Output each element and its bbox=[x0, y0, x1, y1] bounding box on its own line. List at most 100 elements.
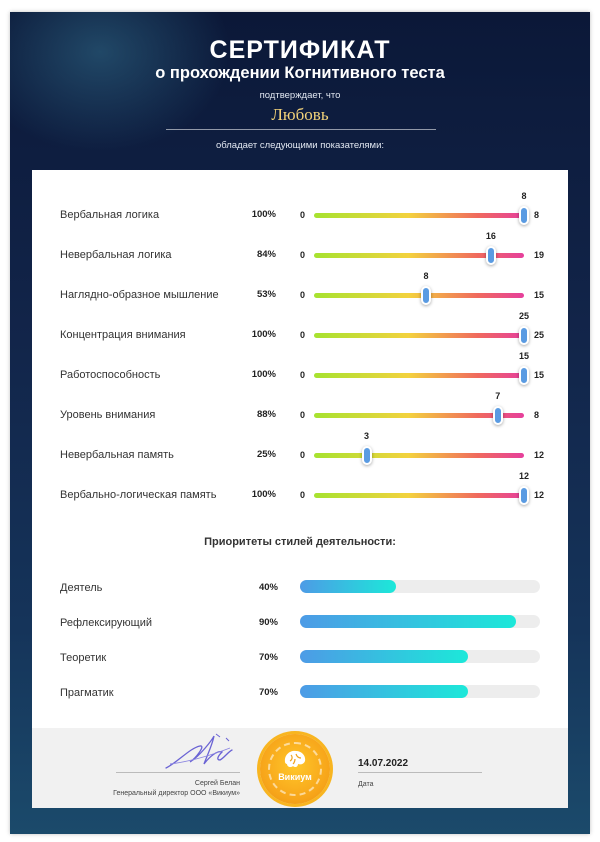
medal-ring bbox=[268, 742, 322, 796]
results-card: Вербальная логика 100% 0 8 8 Невербальная лог… bbox=[32, 170, 568, 808]
priority-bar-track bbox=[300, 615, 540, 628]
certificate-title: СЕРТИФИКАТ bbox=[209, 36, 391, 64]
metric-row: Концентрация внимания 100% 0 25 25 bbox=[32, 311, 568, 368]
metric-percent: 53% bbox=[256, 289, 276, 300]
metric-min: 0 bbox=[300, 370, 306, 380]
metric-percent: 100% bbox=[251, 489, 276, 500]
brain-logo-icon bbox=[284, 750, 306, 768]
metric-slider-track: 3 bbox=[314, 431, 524, 465]
metric-min: 0 bbox=[300, 210, 306, 220]
metric-row: Уровень внимания 88% 0 8 7 bbox=[32, 391, 568, 448]
certificate-page: СЕРТИФИКАТ о прохождении Когнитивного те… bbox=[10, 12, 590, 834]
metric-slider-knob bbox=[519, 366, 529, 385]
metric-row: Наглядно-образное мышление 53% 0 15 8 bbox=[32, 271, 568, 328]
priority-bar-fill bbox=[300, 580, 396, 593]
metric-max: 15 bbox=[534, 370, 545, 380]
metric-min: 0 bbox=[300, 490, 306, 500]
priority-bar-fill bbox=[300, 650, 468, 663]
metric-row: Невербальная логика 84% 0 19 16 bbox=[32, 231, 568, 288]
priority-bar-fill bbox=[300, 615, 516, 628]
possesses-text: обладает следующими показателями: bbox=[215, 140, 385, 151]
metric-value: 25 bbox=[518, 311, 529, 321]
metric-max: 8 bbox=[534, 410, 540, 420]
metric-percent: 84% bbox=[256, 249, 276, 260]
metric-slider-knob bbox=[492, 406, 503, 425]
signature-icon bbox=[165, 733, 233, 769]
priorities-title: Приоритеты стилей деятельности: bbox=[204, 536, 396, 548]
date-label: Дата bbox=[358, 781, 374, 788]
date-line bbox=[358, 772, 482, 773]
metric-label: Невербальная логика bbox=[60, 249, 172, 261]
metric-slider-knob bbox=[421, 286, 431, 305]
priority-label: Прагматик bbox=[60, 687, 114, 699]
metric-label: Невербальная память bbox=[60, 449, 174, 461]
priority-label: Теоретик bbox=[60, 652, 107, 664]
metric-label: Вербально-логическая память bbox=[60, 489, 217, 501]
metric-max: 8 bbox=[534, 210, 540, 220]
signer-role: Генеральный директор ООО «Викиум» bbox=[113, 790, 240, 797]
medal-text: Викиум bbox=[278, 772, 312, 782]
metric-slider-knob bbox=[519, 326, 529, 345]
metric-slider-track: 8 bbox=[314, 271, 524, 305]
metric-min: 0 bbox=[300, 450, 306, 460]
priority-label: Деятель bbox=[60, 582, 103, 594]
metric-max: 12 bbox=[534, 450, 545, 460]
certificate-subtitle: о прохождении Когнитивного теста bbox=[155, 64, 445, 82]
metric-row: Вербальная логика 100% 0 8 8 bbox=[32, 191, 568, 248]
certificate-date: 14.07.2022 bbox=[358, 758, 409, 769]
metric-value: 7 bbox=[495, 391, 501, 401]
metric-max: 25 bbox=[534, 330, 545, 340]
certificate-header: СЕРТИФИКАТ о прохождении Когнитивного те… bbox=[10, 12, 590, 172]
name-underline bbox=[166, 129, 436, 130]
metric-percent: 100% bbox=[251, 209, 276, 220]
priority-bar-track bbox=[300, 685, 540, 698]
metric-percent: 100% bbox=[251, 329, 276, 340]
metric-max: 12 bbox=[534, 490, 545, 500]
metric-value: 3 bbox=[363, 431, 369, 441]
metric-min: 0 bbox=[300, 290, 306, 300]
priority-bar-fill bbox=[300, 685, 468, 698]
priority-row: Прагматик 70% bbox=[32, 685, 568, 705]
priority-row: Деятель 40% bbox=[32, 580, 568, 600]
recipient-name: Любовь bbox=[271, 105, 329, 124]
priority-percent: 40% bbox=[258, 582, 278, 593]
priority-percent: 70% bbox=[258, 652, 278, 663]
metric-max: 19 bbox=[534, 250, 545, 260]
confirms-text: подтверждает, что bbox=[259, 90, 341, 101]
metric-slider-track: 16 bbox=[314, 231, 524, 265]
metric-value: 8 bbox=[423, 271, 429, 281]
metric-slider-track: 7 bbox=[314, 391, 524, 425]
metric-min: 0 bbox=[300, 330, 306, 340]
priority-row: Теоретик 70% bbox=[32, 650, 568, 670]
metric-value: 8 bbox=[521, 191, 527, 201]
metric-slider-track: 8 bbox=[314, 191, 529, 225]
metric-row: Вербально-логическая память 100% 0 12 12 bbox=[32, 471, 568, 528]
metric-slider-track: 15 bbox=[314, 351, 529, 385]
metric-min: 0 bbox=[300, 410, 306, 420]
metric-slider-track: 25 bbox=[314, 311, 529, 345]
medal-badge: Викиум bbox=[260, 734, 330, 804]
metric-percent: 88% bbox=[256, 409, 276, 420]
metric-label: Уровень внимания bbox=[60, 409, 156, 421]
priority-percent: 70% bbox=[258, 687, 278, 698]
metric-min: 0 bbox=[300, 250, 306, 260]
metric-slider-knob bbox=[361, 446, 372, 465]
metric-value: 12 bbox=[518, 471, 529, 481]
priority-row: Рефлексирующий 90% bbox=[32, 615, 568, 635]
metric-label: Концентрация внимания bbox=[60, 329, 186, 341]
priority-percent: 90% bbox=[258, 617, 278, 628]
metric-label: Работоспособность bbox=[60, 369, 161, 381]
signature-line bbox=[116, 772, 240, 773]
metric-value: 16 bbox=[485, 231, 496, 241]
metric-row: Работоспособность 100% 0 15 15 bbox=[32, 351, 568, 408]
priority-label: Рефлексирующий bbox=[60, 617, 152, 629]
metric-percent: 100% bbox=[251, 369, 276, 380]
signer-name: Сергей Белан bbox=[194, 780, 240, 787]
metric-label: Вербальная логика bbox=[60, 209, 160, 221]
metric-percent: 25% bbox=[256, 449, 276, 460]
metric-max: 15 bbox=[534, 290, 545, 300]
metric-value: 15 bbox=[518, 351, 529, 361]
metric-slider-track: 12 bbox=[314, 471, 529, 505]
metric-slider-knob bbox=[485, 246, 496, 265]
metric-row: Невербальная память 25% 0 12 3 bbox=[32, 431, 568, 488]
